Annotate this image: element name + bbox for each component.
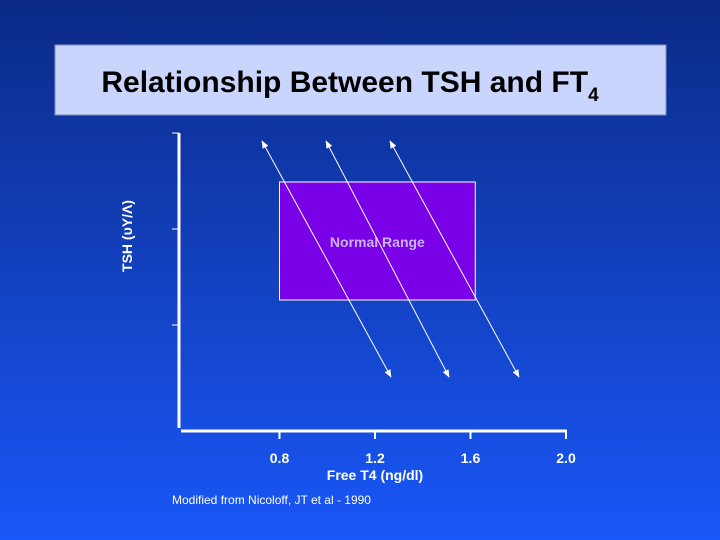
arrows (261, 140, 520, 378)
y-axis-label: TSH (υY/Λ) (119, 200, 135, 272)
arrow (389, 140, 520, 378)
source-note: Modified from Nicoloff, JT et al - 1990 (172, 493, 371, 507)
x-axis-label: Free T4 (ng/dl) (327, 467, 423, 483)
normal-range-label: Normal Range (330, 234, 425, 250)
x-tick-label: 1.6 (461, 450, 481, 466)
chart-title: Relationship Between TSH and FT4 (101, 66, 599, 106)
x-tick-label: 2.0 (556, 450, 576, 466)
x-tick-label: 0.8 (270, 450, 290, 466)
title-box (54, 44, 667, 116)
x-tick-label: 1.2 (365, 450, 385, 466)
title-subscript: 4 (588, 85, 599, 106)
title-text: Relationship Between TSH and FT (101, 66, 588, 99)
